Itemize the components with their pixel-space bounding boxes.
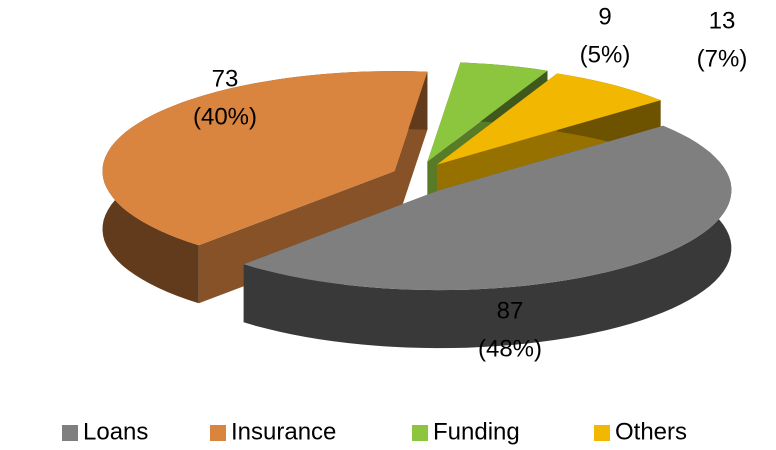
legend-label: Others xyxy=(615,418,687,445)
legend-label: Loans xyxy=(83,418,148,445)
legend-label: Insurance xyxy=(231,418,336,445)
data-label-value: 9 xyxy=(598,3,611,30)
data-label-value: 13 xyxy=(709,7,736,34)
data-label-value: 87 xyxy=(497,297,524,324)
legend: Loans Insurance Funding Others xyxy=(62,418,687,445)
legend-swatch xyxy=(594,425,610,441)
data-labels: 87 (48%) 73 (40%) 9 (5%) 13 (7%) xyxy=(193,3,747,362)
legend-label: Funding xyxy=(433,418,520,445)
data-label-percent: (7%) xyxy=(697,45,748,72)
slice-top xyxy=(427,62,548,162)
data-label-percent: (5%) xyxy=(580,41,631,68)
slice-top xyxy=(436,73,661,165)
data-label-percent: (40%) xyxy=(193,103,257,130)
pie xyxy=(102,62,732,349)
slice-top xyxy=(243,125,732,291)
legend-swatch xyxy=(412,425,428,441)
slice xyxy=(243,125,732,349)
slice-top xyxy=(102,71,428,246)
data-label-percent: (48%) xyxy=(478,335,542,362)
data-label-value: 73 xyxy=(212,65,239,92)
legend-swatch xyxy=(210,425,226,441)
legend-swatch xyxy=(62,425,78,441)
slice-wall xyxy=(243,125,732,349)
